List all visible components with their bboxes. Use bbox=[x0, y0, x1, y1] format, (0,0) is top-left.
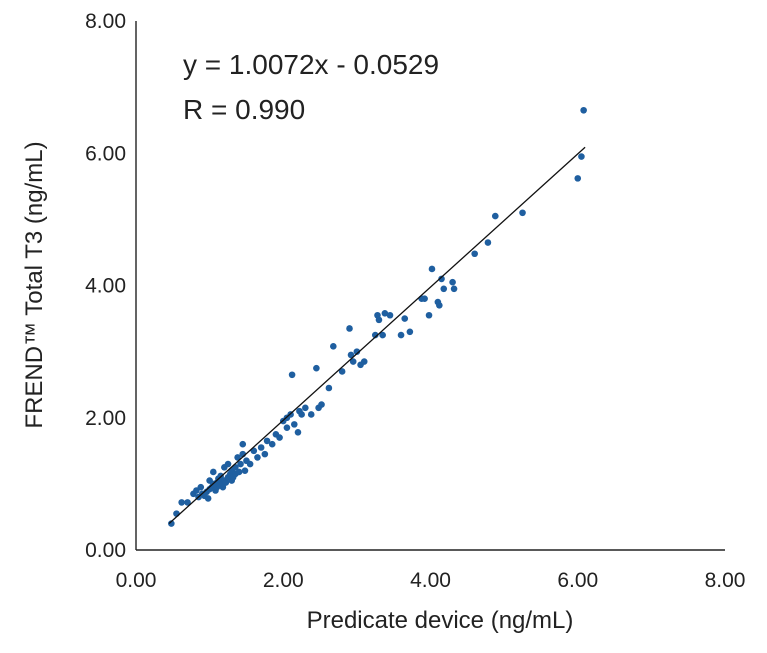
axes bbox=[135, 21, 725, 551]
data-point bbox=[241, 467, 249, 474]
data-point bbox=[386, 311, 394, 319]
data-point bbox=[450, 285, 458, 293]
data-point bbox=[371, 331, 379, 339]
data-point bbox=[347, 351, 355, 359]
y-tick-label: 6.00 bbox=[85, 142, 126, 165]
trendline bbox=[168, 146, 586, 525]
data-point bbox=[338, 368, 346, 375]
x-tick-label: 4.00 bbox=[410, 569, 451, 592]
data-point bbox=[353, 348, 361, 355]
data-point bbox=[268, 440, 276, 448]
data-point bbox=[261, 450, 269, 458]
y-axis-title: FREND™ Total T3 (ng/mL) bbox=[21, 141, 48, 428]
data-point bbox=[178, 499, 185, 506]
data-point bbox=[519, 209, 526, 217]
data-point bbox=[438, 275, 445, 283]
data-points bbox=[168, 106, 587, 527]
data-point bbox=[406, 328, 414, 336]
data-point bbox=[401, 315, 409, 322]
data-point bbox=[302, 404, 309, 412]
data-point bbox=[184, 499, 191, 506]
data-point bbox=[471, 250, 478, 258]
data-point bbox=[381, 309, 389, 317]
data-point bbox=[173, 510, 180, 517]
data-point bbox=[346, 325, 353, 332]
data-point bbox=[428, 265, 436, 273]
data-point bbox=[246, 460, 254, 468]
data-point bbox=[204, 495, 212, 502]
data-point bbox=[397, 331, 405, 339]
data-point bbox=[276, 434, 283, 441]
data-point bbox=[239, 440, 247, 448]
data-point bbox=[360, 358, 368, 365]
y-tick-label: 8.00 bbox=[85, 10, 126, 33]
data-point bbox=[168, 520, 175, 527]
data-point bbox=[574, 175, 582, 182]
data-point bbox=[234, 454, 241, 461]
data-point bbox=[235, 468, 243, 476]
data-point bbox=[290, 421, 298, 428]
data-point bbox=[375, 316, 383, 324]
data-point bbox=[436, 302, 443, 309]
equation-annotation: y = 1.0072x - 0.0529 bbox=[183, 49, 439, 80]
x-tick-label: 8.00 bbox=[705, 569, 746, 592]
data-point bbox=[349, 358, 357, 365]
data-point bbox=[288, 371, 296, 379]
data-point bbox=[263, 437, 271, 445]
x-tick-label: 0.00 bbox=[116, 569, 157, 592]
x-tick-label: 2.00 bbox=[263, 569, 304, 592]
data-point bbox=[449, 278, 456, 286]
r-value-annotation: R = 0.990 bbox=[183, 94, 305, 125]
data-point bbox=[580, 106, 587, 114]
data-point bbox=[237, 460, 244, 468]
tick-labels: 0.00 2.00 4.00 6.00 8.00 0.00 2.00 4.00 6.00 8.00 bbox=[85, 10, 745, 592]
data-point bbox=[491, 212, 499, 220]
data-point bbox=[421, 295, 428, 303]
data-point bbox=[440, 285, 448, 293]
data-point bbox=[210, 468, 217, 476]
data-point bbox=[330, 343, 337, 350]
data-point bbox=[224, 460, 232, 468]
data-point bbox=[313, 364, 320, 372]
data-point bbox=[307, 411, 315, 418]
data-point bbox=[425, 311, 433, 319]
data-point bbox=[222, 479, 230, 486]
y-tick-label: 2.00 bbox=[85, 407, 126, 430]
data-point bbox=[257, 444, 265, 451]
data-point bbox=[294, 428, 302, 436]
data-point bbox=[325, 384, 333, 392]
data-point bbox=[298, 411, 305, 418]
y-tick-label: 4.00 bbox=[85, 275, 126, 298]
data-point bbox=[318, 401, 325, 408]
data-point bbox=[379, 331, 386, 339]
y-tick-label: 0.00 bbox=[85, 539, 126, 562]
x-axis-title: Predicate device (ng/mL) bbox=[307, 607, 574, 634]
x-tick-label: 6.00 bbox=[557, 569, 598, 592]
data-point bbox=[254, 454, 261, 461]
data-point bbox=[578, 153, 585, 160]
data-point bbox=[283, 424, 291, 431]
data-point bbox=[197, 483, 205, 491]
data-point bbox=[484, 239, 492, 246]
